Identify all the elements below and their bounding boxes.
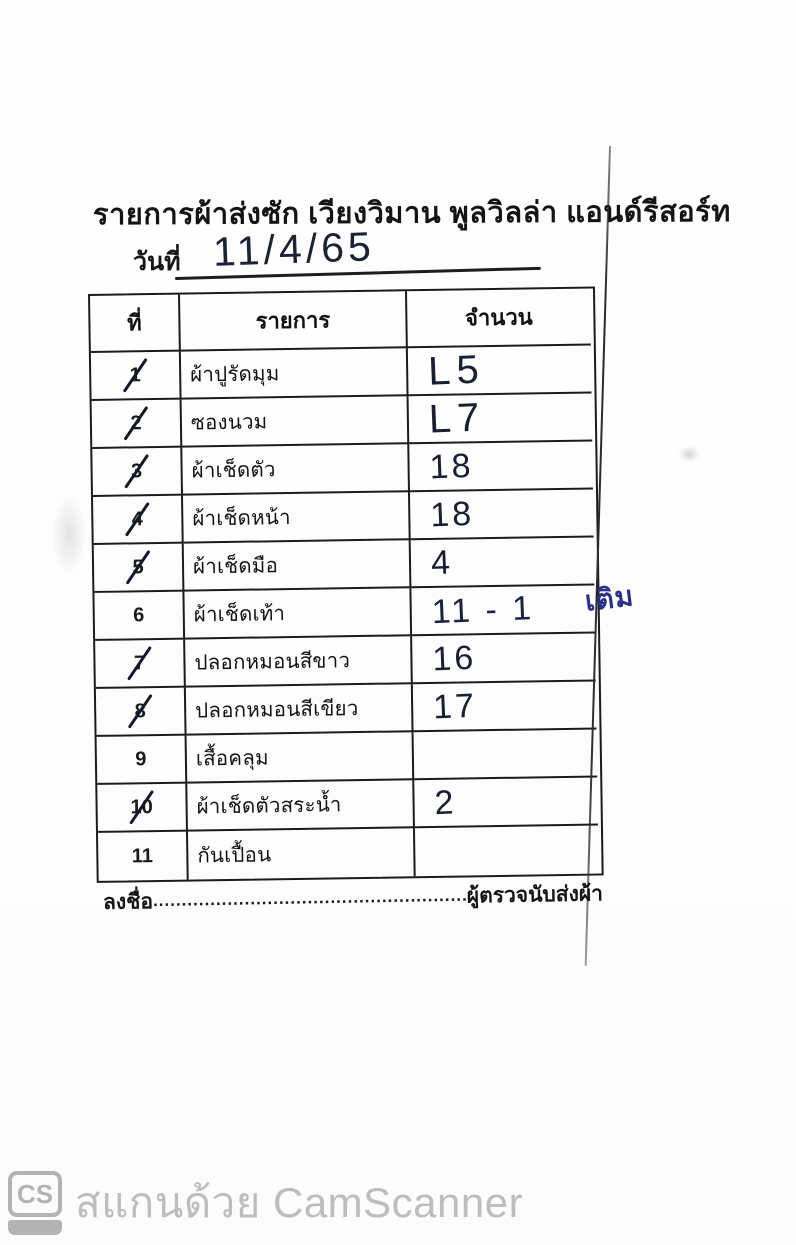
row-number: 9 — [135, 747, 147, 770]
item-name: ผ้าเช็ดเท้า — [184, 588, 413, 640]
table-row: 3 ผ้าเช็ดตัว 18 — [92, 441, 596, 497]
handwritten-quantity: 4 — [430, 542, 454, 582]
handwritten-quantity: 17 — [432, 686, 478, 726]
item-name: ผ้าเช็ดมือ — [183, 540, 412, 592]
cs-logo-base — [8, 1220, 62, 1235]
table-row: 1 ผ้าปูรัดมุม L5 — [90, 345, 595, 401]
table-header-row: ที่ รายการ จำนวน — [90, 288, 594, 353]
handwritten-quantity: L7 — [427, 394, 487, 442]
row-number: 6 — [133, 603, 145, 626]
item-name: ผ้าปูรัดมุม — [180, 348, 409, 400]
item-name: ซองนวม — [181, 396, 410, 448]
header-qty: จำนวน — [406, 288, 591, 349]
handwritten-margin-note: เติม — [583, 580, 636, 617]
watermark-text: สแกนด้วย CamScanner — [75, 1179, 524, 1226]
camscanner-watermark: CS สแกนด้วย CamScanner — [8, 1170, 523, 1236]
table-row: 9 เสื้อคลุม — [96, 729, 601, 785]
handwritten-quantity: 16 — [431, 638, 478, 678]
item-name: เสื้อคลุม — [186, 732, 415, 784]
table-row: 2 ซองนวม L7 — [91, 393, 596, 449]
row-number: 11 — [131, 844, 154, 867]
camscanner-logo-icon: CS — [8, 1171, 62, 1235]
item-name: ปลอกหมอนสีขาว — [185, 636, 413, 688]
laundry-items-table: ที่ รายการ จำนวน 1 ผ้าปูรัดมุม L5 2 ซองน… — [88, 286, 604, 883]
table-row: 6 ผ้าเช็ดเท้า 11 - 1 — [94, 585, 598, 641]
item-name: ปลอกหมอนสีเขียว — [185, 684, 414, 736]
handwritten-quantity: 2 — [433, 782, 458, 822]
table-row: 11 กันเปื้อน — [97, 825, 602, 881]
handwritten-quantity: 18 — [429, 494, 475, 535]
scan-smudge — [52, 495, 86, 575]
item-name: กันเปื้อน — [187, 828, 416, 880]
table-row: 5 ผ้าเช็ดมือ 4 — [93, 537, 598, 593]
item-name: ผ้าเช็ดหน้า — [183, 492, 411, 544]
signature-label: ลงชื่อ — [102, 890, 154, 914]
signature-dotted-rule: ........................................… — [152, 885, 467, 911]
table-row: 7 ปลอกหมอนสีขาว 16 — [95, 633, 599, 689]
table-row: 10 ผ้าเช็ดตัวสระน้ำ 2 — [97, 777, 601, 833]
table-row: 8 ปลอกหมอนสีเขียว 17 — [95, 681, 600, 737]
handwritten-quantity: 18 — [428, 446, 475, 487]
handwritten-quantity: L5 — [427, 346, 486, 394]
item-name: ผ้าเช็ดตัวสระน้ำ — [187, 780, 415, 832]
header-item: รายการ — [180, 291, 408, 352]
signature-role-label: ผู้ตรวจนับส่งผ้า — [466, 882, 604, 908]
scan-smudge — [678, 446, 700, 462]
table-row: 4 ผ้าเช็ดหน้า 18 — [93, 489, 597, 545]
item-name: ผ้าเช็ดตัว — [182, 444, 410, 496]
handwritten-date: 11/4/65 — [212, 223, 376, 275]
handwritten-quantity: 11 - 1 — [430, 588, 535, 631]
header-no: ที่ — [90, 294, 181, 353]
cs-logo-letters: CS — [8, 1171, 62, 1217]
signature-line: ลงชื่อ .................................… — [103, 877, 603, 919]
date-label: วันที่ — [133, 248, 181, 276]
